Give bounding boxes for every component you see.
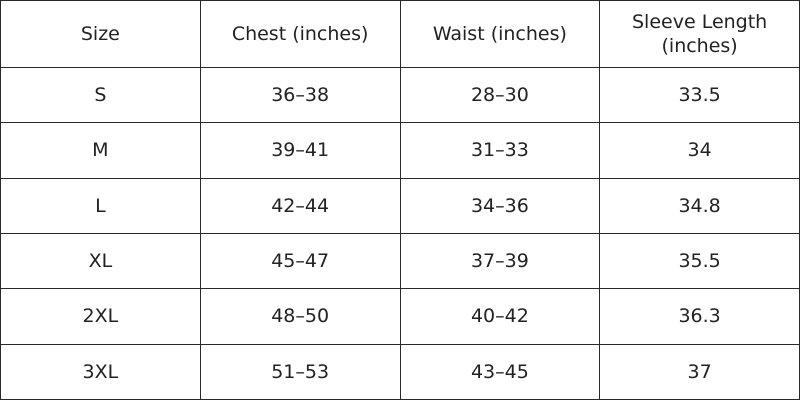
table-row: L 42–44 34–36 34.8 [0,177,800,234]
table-cell: 51–53 [199,343,401,400]
table-cell: 45–47 [199,232,401,290]
table-cell: XL [0,232,201,290]
table-cell: 3XL [0,343,201,400]
table-cell: 35.5 [599,232,800,290]
table-row: XL 45–47 37–39 35.5 [0,232,800,290]
table-row: M 39–41 31–33 34 [0,122,800,179]
table-row: S 36–38 28–30 33.5 [0,66,800,124]
table-header: Size Chest (inches) Waist (inches) Sleeve L… [0,0,800,68]
table-cell: 31–33 [399,122,601,179]
table-row: 3XL 51–53 43–45 37 [0,343,800,400]
header-cell: Waist (inches) [399,0,601,68]
table-cell: 34 [599,122,800,179]
table-row: 2XL 48–50 40–42 36.3 [0,288,800,345]
header-cell: Sleeve Length (inches) [599,0,800,68]
header-cell: Size [0,0,201,68]
table-cell: 34.8 [599,177,800,234]
table-cell: 48–50 [199,288,401,345]
table-cell: S [0,66,201,124]
table-cell: 36.3 [599,288,800,345]
table-cell: 37–39 [399,232,601,290]
header-row: Size Chest (inches) Waist (inches) Sleeve L… [0,0,800,68]
table-cell: 33.5 [599,66,800,124]
table-cell: 37 [599,343,800,400]
table-cell: 28–30 [399,66,601,124]
table-cell: M [0,122,201,179]
table-cell: 40–42 [399,288,601,345]
table-cell: 2XL [0,288,201,345]
table-cell: 34–36 [399,177,601,234]
table-cell: 43–45 [399,343,601,400]
table-body: S 36–38 28–30 33.5 M 39–41 31–33 34 L 42–44 34–36 3… [0,66,800,400]
table-cell: 39–41 [199,122,401,179]
table-cell: L [0,177,201,234]
header-cell: Chest (inches) [199,0,401,68]
table-cell: 36–38 [199,66,401,124]
table-cell: 42–44 [199,177,401,234]
